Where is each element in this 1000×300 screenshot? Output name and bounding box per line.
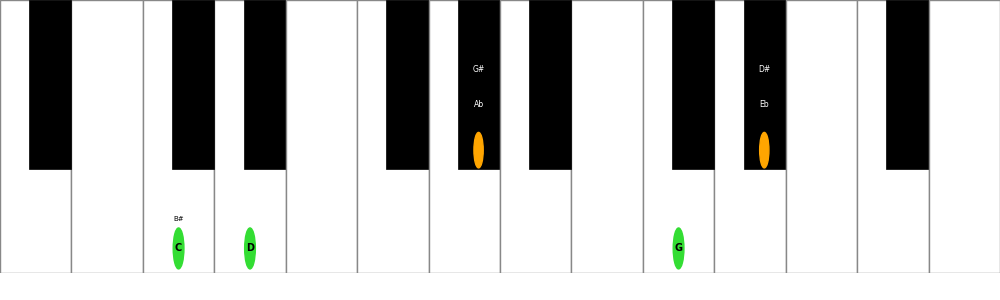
Bar	[672, 0, 714, 169]
Bar	[929, 0, 1000, 273]
Bar	[357, 0, 429, 273]
Circle shape	[673, 228, 684, 269]
Bar	[386, 0, 428, 169]
Text: G: G	[675, 243, 683, 254]
Bar	[214, 0, 286, 273]
Bar	[29, 0, 71, 169]
Bar	[571, 0, 643, 273]
Bar	[458, 0, 499, 169]
Bar	[143, 0, 214, 273]
Bar	[786, 0, 857, 273]
Bar	[643, 0, 714, 273]
Circle shape	[474, 132, 483, 168]
Bar	[500, 0, 571, 273]
Text: C: C	[175, 243, 182, 254]
Bar	[71, 0, 143, 273]
Text: under CC-BY-NC-SA: under CC-BY-NC-SA	[420, 281, 527, 292]
Circle shape	[245, 228, 255, 269]
Bar	[286, 0, 357, 273]
Text: D#: D#	[758, 65, 770, 74]
Text: Provided by: Provided by	[10, 281, 76, 292]
Bar	[172, 0, 214, 169]
Text: G#: G#	[472, 65, 485, 74]
Text: D: D	[246, 243, 254, 254]
Bar	[857, 0, 929, 273]
Text: Ab: Ab	[474, 100, 484, 109]
Bar	[529, 0, 571, 169]
Text: Eb: Eb	[759, 100, 769, 109]
Bar	[429, 0, 500, 273]
Circle shape	[760, 132, 769, 168]
Bar	[714, 0, 786, 273]
Bar	[744, 0, 785, 169]
Bar	[244, 0, 285, 169]
Circle shape	[173, 228, 184, 269]
Text: B#: B#	[173, 217, 184, 223]
Bar	[0, 0, 71, 273]
Bar	[886, 0, 928, 169]
